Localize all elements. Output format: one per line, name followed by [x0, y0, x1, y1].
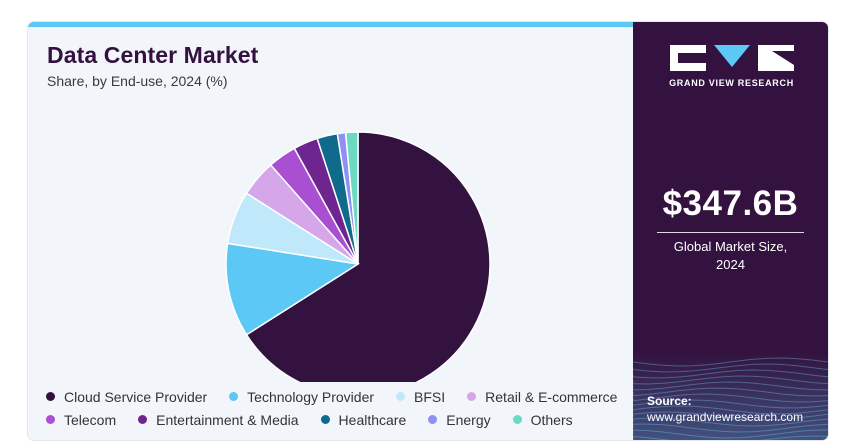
market-size-label: Global Market Size, 2024 [633, 238, 828, 274]
legend-dot-icon [320, 415, 330, 424]
legend-label: Cloud Service Provider [64, 388, 208, 405]
wave-line [633, 423, 828, 433]
wave-line [633, 417, 828, 427]
market-size-divider [657, 232, 804, 233]
legend-item-bfsi: BFSI [396, 389, 445, 405]
legend-label: Healthcare [338, 411, 407, 428]
legend-dot-icon [138, 415, 148, 424]
chart-subtitle: Share, by End-use, 2024 (%) [47, 73, 228, 89]
legend-label: Entertainment & Media [156, 411, 299, 428]
legend-label: Others [530, 411, 573, 428]
pie-slice-others [344, 131, 359, 265]
pie-slice-technology-provider [225, 242, 361, 336]
legend-dot-icon [229, 392, 239, 401]
legend-item-technology-provider: Technology Provider [229, 389, 374, 405]
legend-label: Energy [446, 411, 491, 428]
chart-panel: Data Center Market Share, by End-use, 20… [28, 22, 633, 440]
legend-item-energy: Energy [428, 411, 491, 428]
pie-chart [225, 131, 491, 382]
pie-slice-cloud-service-provider [245, 131, 491, 382]
legend-item-entertainment-media: Entertainment & Media [138, 411, 299, 428]
legend-dot-icon [512, 415, 522, 424]
market-size-value: $347.6B [662, 184, 799, 223]
legend-item-others: Others [512, 411, 573, 428]
legend-label: Telecom [64, 411, 117, 428]
legend-dot-icon [46, 415, 55, 424]
wave-line [633, 405, 828, 415]
legend-label: Technology Provider [247, 388, 375, 405]
legend-label: Retail & E-commerce [485, 388, 618, 405]
top-accent-bar [28, 22, 633, 27]
wave-line [633, 369, 828, 379]
wave-line [633, 375, 828, 385]
legend-item-cloud-service-provider: Cloud Service Provider [46, 389, 207, 405]
logo-mark-icon [659, 45, 804, 71]
source-link[interactable]: www.grandviewresearch.com [647, 410, 804, 424]
wave-line [633, 363, 828, 373]
wave-line [633, 357, 828, 367]
legend-row: Telecom Entertainment & Media Healthcare En… [46, 408, 631, 431]
wave-line [633, 435, 828, 440]
market-size-label-line2: 2024 [716, 257, 745, 272]
market-size-label-line1: Global Market Size, [673, 239, 788, 254]
brand-name: GRAND VIEW RESEARCH [669, 78, 794, 88]
legend-item-healthcare: Healthcare [320, 411, 407, 428]
chart-card: Data Center Market Share, by End-use, 20… [28, 22, 828, 440]
legend-dot-icon [467, 392, 477, 401]
legend-row: Cloud Service Provider Technology Provide… [46, 385, 631, 408]
chart-legend: Cloud Service Provider Technology Provide… [46, 385, 631, 431]
legend-dot-icon [428, 415, 438, 424]
wave-line [633, 411, 828, 421]
brand-logo: GRAND VIEW RESEARCH [659, 45, 804, 88]
wave-line [633, 381, 828, 391]
legend-label: BFSI [414, 388, 446, 405]
brand-panel: GRAND VIEW RESEARCH $347.6B Global Marke… [633, 22, 828, 440]
chart-title: Data Center Market [47, 42, 259, 68]
source-label: Source: [647, 394, 692, 408]
wave-line [633, 387, 828, 397]
decorative-waves [633, 352, 828, 440]
legend-item-telecom: Telecom [46, 412, 116, 428]
wave-line [633, 429, 828, 439]
wave-line [633, 399, 828, 409]
wave-line [633, 393, 828, 403]
legend-item-retail-e-commerce: Retail & E-commerce [467, 389, 617, 405]
legend-dot-icon [396, 392, 406, 401]
legend-dot-icon [46, 392, 55, 401]
